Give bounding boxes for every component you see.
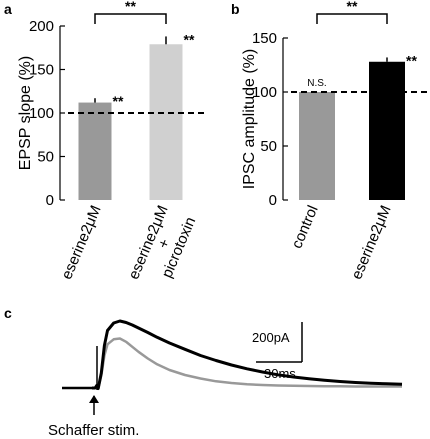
y-axis-title: EPSP slope (%) xyxy=(17,56,34,170)
comparison-label: ** xyxy=(125,0,136,14)
panel-c-current-traces: 200pA 30ms Schaffer stim. xyxy=(48,319,403,439)
category-label: eserine2μM xyxy=(58,203,104,282)
y-tick-label: 0 xyxy=(269,192,277,209)
bar-annotation: ** xyxy=(113,93,124,109)
scale-bar-time-label: 30ms xyxy=(264,366,296,381)
y-axis-title: IPSC amplitude (%) xyxy=(241,49,258,190)
y-tick-label: 50 xyxy=(260,138,277,155)
panel-letter-c: c xyxy=(4,305,12,321)
trace-eserine xyxy=(92,319,403,390)
y-tick-label: 150 xyxy=(29,62,54,79)
scale-bar-amplitude-label: 200pA xyxy=(252,330,290,345)
bar xyxy=(299,92,335,200)
y-tick-label: 100 xyxy=(29,105,54,122)
category-label: eserine2μM xyxy=(348,203,394,282)
category-label: control xyxy=(288,203,321,251)
y-tick-label: 200 xyxy=(29,18,54,35)
bar xyxy=(369,61,405,201)
stimulus-label: Schaffer stim. xyxy=(48,422,139,439)
comparison-label: ** xyxy=(347,0,358,14)
bar-annotation: ** xyxy=(184,31,195,47)
comparison-bracket xyxy=(94,13,167,24)
panel-a-bar-chart: 0 50 100 150 200 EPSP slope (%) ** ** ** eserine2… xyxy=(17,0,205,294)
category-label: eserine2μM+picrotoxin xyxy=(125,203,199,294)
panel-letter-a: a xyxy=(4,1,12,17)
bar-annotation: N.S. xyxy=(307,78,326,89)
y-tick-label: 50 xyxy=(37,149,54,166)
bar xyxy=(78,102,112,200)
comparison-bracket xyxy=(316,13,388,24)
panel-letter-b: b xyxy=(231,1,240,17)
y-tick-label: 100 xyxy=(252,84,277,101)
bar xyxy=(149,44,183,200)
y-tick-label: 0 xyxy=(46,192,54,209)
y-tick-label: 150 xyxy=(252,30,277,47)
stimulus-arrow-head xyxy=(89,395,99,403)
panel-b-bar-chart: 0 50 100 150 IPSC amplitude (%) N.S. ** ** contr… xyxy=(241,0,428,282)
scale-bar xyxy=(256,322,303,363)
bar-annotation: ** xyxy=(406,52,417,68)
